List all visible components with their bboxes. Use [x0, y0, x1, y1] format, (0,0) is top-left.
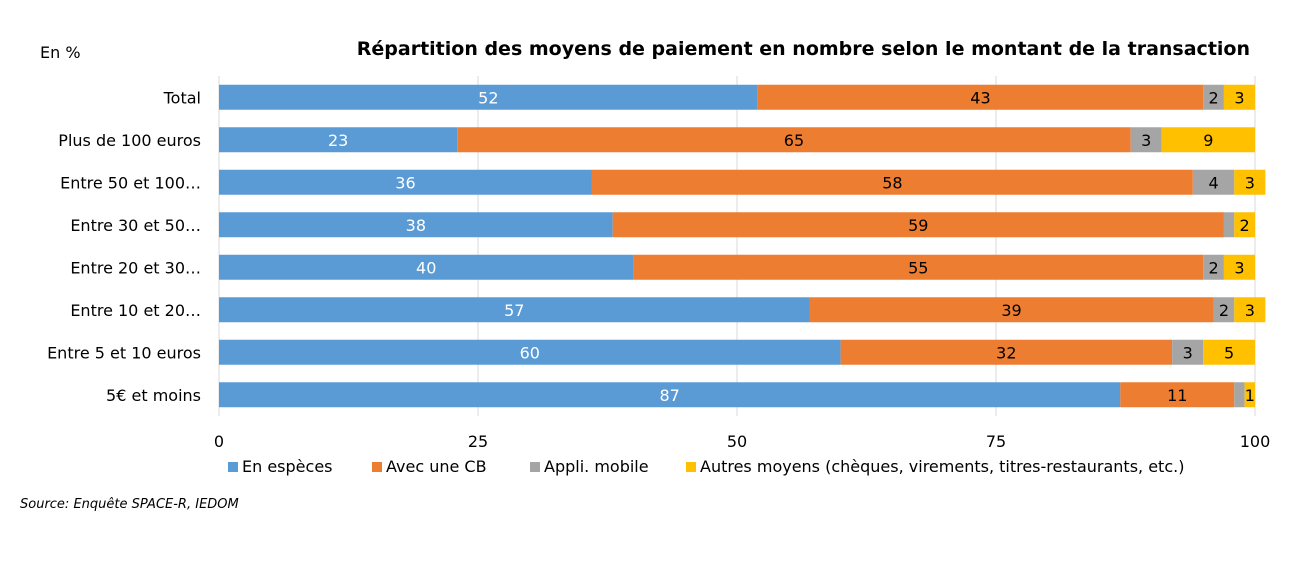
bar-6-series-2 — [1172, 339, 1204, 365]
category-label-4: Entre 20 et 30… — [70, 258, 201, 277]
gridlines — [218, 76, 1256, 416]
data-label-2-0: 36 — [395, 173, 415, 192]
bar-4-series-2 — [1203, 254, 1224, 280]
category-label-2: Entre 50 et 100… — [60, 173, 201, 192]
bar-4-series-3 — [1223, 254, 1255, 280]
data-label-2-1: 58 — [882, 173, 902, 192]
data-label-6-2: 3 — [1183, 343, 1193, 362]
data-label-6-0: 60 — [520, 343, 540, 362]
data-label-0-3: 3 — [1234, 88, 1244, 107]
data-label-4-3: 3 — [1234, 258, 1244, 277]
data-label-4-0: 40 — [416, 258, 436, 277]
bar-2-series-1 — [591, 169, 1193, 195]
category-labels: Total Plus de 100 euros Entre 50 et 100… En… — [47, 88, 201, 405]
x-tick-label-0: 0 — [214, 432, 224, 451]
bar-5-series-3 — [1234, 297, 1266, 323]
data-label-0-2: 2 — [1208, 88, 1218, 107]
bar-5-series-2 — [1213, 297, 1235, 323]
bar-7-series-1 — [1120, 382, 1235, 408]
x-tick-label-1: 25 — [468, 432, 488, 451]
data-label-3-0: 38 — [406, 216, 426, 235]
legend-label-0: En espèces — [242, 457, 333, 476]
data-label-5-1: 39 — [1001, 301, 1021, 320]
bar-1-series-3 — [1161, 127, 1255, 153]
legend-label-3: Autres moyens (chèques, virements, titre… — [700, 457, 1184, 476]
bar-4-series-0 — [219, 254, 634, 280]
category-label-0: Total — [163, 88, 201, 107]
bar-3-series-3 — [1234, 212, 1255, 238]
bar-6-series-1 — [840, 339, 1173, 365]
x-tick-label-4: 100 — [1240, 432, 1271, 451]
bar-0-series-1 — [757, 84, 1204, 110]
bar-0-series-0 — [219, 84, 758, 110]
bar-2-series-2 — [1192, 169, 1235, 195]
bars: 52 43 2 323 65 3 936 58 4 338 59 240 55 2 357 39 2 360 32 3… — [219, 84, 1266, 408]
category-label-5: Entre 10 et 20… — [70, 301, 201, 320]
legend: En espèces Avec une CB Appli. mobile Autres… — [228, 457, 1184, 476]
chart-title: Répartition des moyens de paiement en no… — [357, 38, 1250, 60]
data-label-5-0: 57 — [504, 301, 524, 320]
x-axis-ticks: 0 25 50 75 100 — [214, 432, 1270, 451]
data-label-5-2: 2 — [1219, 301, 1229, 320]
data-label-0-1: 43 — [970, 88, 990, 107]
data-label-5-3: 3 — [1245, 301, 1255, 320]
bar-0-series-3 — [1223, 84, 1255, 110]
legend-swatch-0 — [228, 462, 238, 472]
bar-4-series-1 — [633, 254, 1204, 280]
data-label-6-1: 32 — [996, 343, 1016, 362]
bar-1-series-1 — [457, 127, 1131, 153]
data-label-3-1: 59 — [908, 216, 928, 235]
bar-6-series-0 — [219, 339, 841, 365]
bar-5-series-1 — [809, 297, 1214, 323]
legend-label-1: Avec une CB — [386, 457, 487, 476]
bar-6-series-3 — [1203, 339, 1255, 365]
category-label-7: 5€ et moins — [106, 386, 201, 405]
bar-7-series-2 — [1234, 382, 1245, 408]
bar-2-series-0 — [219, 169, 592, 195]
legend-swatch-3 — [686, 462, 696, 472]
legend-swatch-1 — [372, 462, 382, 472]
category-label-1: Plus de 100 euros — [58, 131, 201, 150]
bar-3-series-1 — [612, 212, 1224, 238]
legend-label-2: Appli. mobile — [544, 457, 649, 476]
data-label-4-2: 2 — [1208, 258, 1218, 277]
legend-swatch-2 — [530, 462, 540, 472]
data-label-0-0: 52 — [478, 88, 498, 107]
data-label-1-1: 65 — [784, 131, 804, 150]
bar-0-series-2 — [1203, 84, 1224, 110]
bar-7-series-3 — [1244, 382, 1255, 408]
x-tick-label-2: 50 — [727, 432, 747, 451]
data-label-7-0: 87 — [659, 386, 679, 405]
data-label-1-0: 23 — [328, 131, 348, 150]
category-label-3: Entre 30 et 50… — [70, 216, 201, 235]
bar-5-series-0 — [219, 297, 810, 323]
bar-3-series-2 — [1223, 212, 1235, 238]
x-tick-label-3: 75 — [986, 432, 1006, 451]
data-label-2-2: 4 — [1208, 173, 1218, 192]
unit-label: En % — [40, 43, 81, 62]
data-label-7-3: 1 — [1245, 386, 1255, 405]
bar-3-series-0 — [219, 212, 613, 238]
data-label-2-3: 3 — [1245, 173, 1255, 192]
data-label-7-1: 11 — [1167, 386, 1187, 405]
bar-1-series-2 — [1130, 127, 1162, 153]
data-label-3-3: 2 — [1240, 216, 1250, 235]
data-label-1-2: 3 — [1141, 131, 1151, 150]
bar-1-series-0 — [219, 127, 458, 153]
bar-7-series-0 — [219, 382, 1121, 408]
data-label-1-3: 9 — [1203, 131, 1213, 150]
bar-2-series-3 — [1234, 169, 1266, 195]
data-label-6-3: 5 — [1224, 343, 1234, 362]
data-label-4-1: 55 — [908, 258, 928, 277]
category-label-6: Entre 5 et 10 euros — [47, 343, 201, 362]
source-note: Source: Enquête SPACE-R, IEDOM — [20, 497, 239, 512]
